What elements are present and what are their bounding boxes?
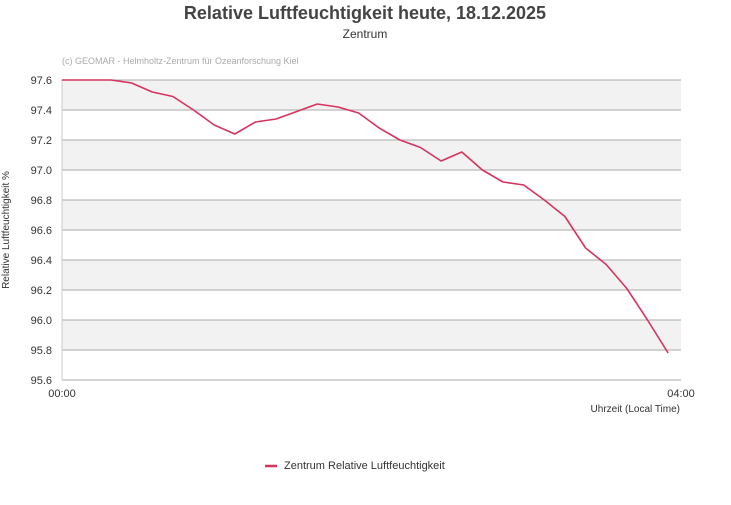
y-tick-label: 97.6 — [31, 75, 52, 87]
x-axis-ticks: 00:00 04:00 — [48, 388, 695, 400]
y-tick-label: 96.4 — [31, 255, 52, 267]
plot-bands — [62, 80, 681, 350]
y-axis-ticks: 95.6 95.8 96.0 96.2 96.4 96.6 96.8 97.0 97.2 97.4… — [31, 75, 52, 387]
legend-item[interactable]: Zentrum Relative Luftfeuchtigkeit — [265, 460, 445, 472]
y-tick-label: 96.0 — [31, 315, 52, 327]
y-tick-label: 97.4 — [31, 105, 52, 117]
y-tick-label: 96.2 — [31, 285, 52, 297]
plot-band — [62, 80, 681, 110]
chart-title: Relative Luftfeuchtigkeit heute, 18.12.2… — [184, 3, 546, 23]
y-tick-label: 96.6 — [31, 225, 52, 237]
series-line — [62, 79, 669, 354]
x-tick-label: 04:00 — [667, 388, 695, 400]
plot-band — [62, 200, 681, 230]
y-tick-label: 95.8 — [31, 345, 52, 357]
y-axis-label: Relative Luftfeuchtigkeit % — [1, 171, 12, 289]
y-tick-label: 97.2 — [31, 135, 52, 147]
legend-label[interactable]: Zentrum Relative Luftfeuchtigkeit — [284, 460, 445, 472]
y-tick-label: 97.0 — [31, 165, 52, 177]
credit-text: (c) GEOMAR - Helmholtz-Zentrum für Ozean… — [62, 56, 299, 66]
y-tick-label: 96.8 — [31, 195, 52, 207]
y-tick-label: 95.6 — [31, 375, 52, 387]
plot-band — [62, 140, 681, 170]
plot-band — [62, 260, 681, 290]
x-axis-label: Uhrzeit (Local Time) — [591, 404, 680, 415]
plot-band — [62, 320, 681, 350]
gridlines — [61, 79, 681, 381]
x-tick-label: 00:00 — [48, 388, 76, 400]
chart-subtitle: Zentrum — [343, 27, 388, 41]
